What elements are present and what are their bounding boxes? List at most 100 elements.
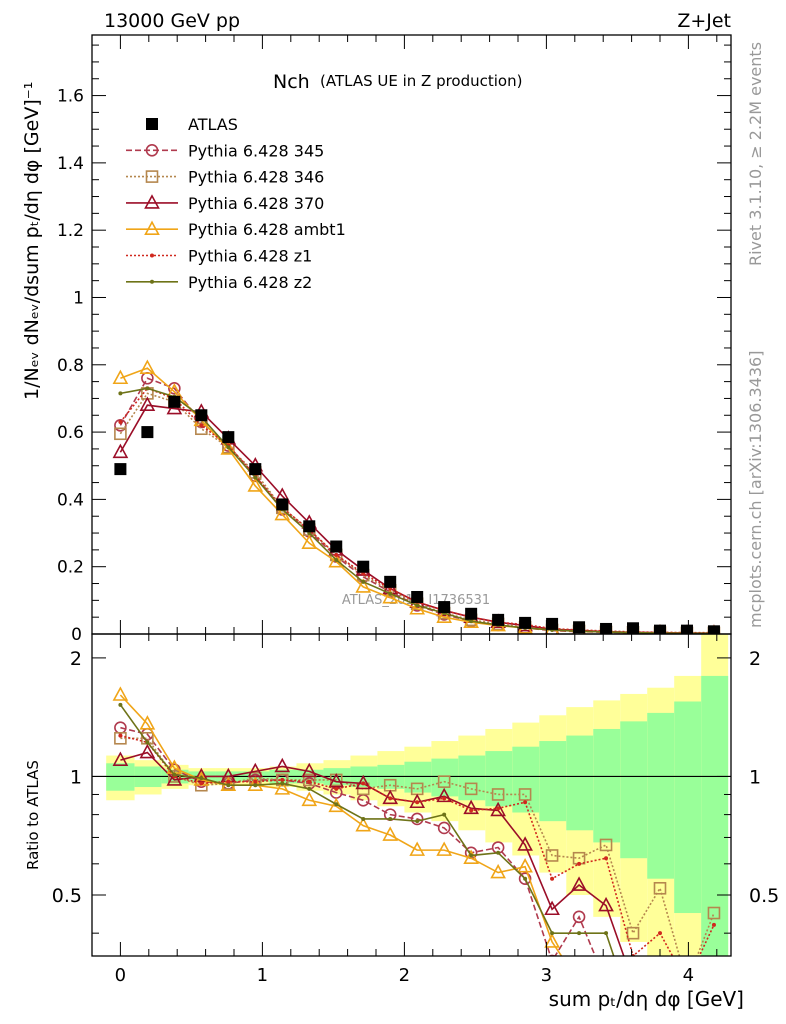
ratio-ytick-label-right: 2 — [749, 648, 761, 670]
ratio-point — [523, 876, 528, 881]
ratio-point — [361, 781, 366, 786]
ratio-point — [355, 774, 372, 790]
ratio-point — [437, 821, 451, 835]
ratio-point — [707, 975, 720, 987]
data-point — [600, 622, 613, 634]
xtick-label: 4 — [683, 965, 694, 986]
ratio-point — [226, 779, 231, 784]
data-point — [465, 607, 478, 620]
ratio-point — [361, 816, 366, 821]
data-point — [247, 477, 264, 492]
ratio-point — [382, 789, 399, 805]
main-subtitle: (ATLAS UE in Z production) — [320, 72, 522, 90]
ratio-point — [437, 775, 451, 788]
ratio-point — [577, 931, 582, 936]
ratio-ytick-label: 0.5 — [52, 885, 82, 907]
ratio-ylabel: Ratio to ATLAS — [24, 760, 42, 870]
data-point — [492, 613, 505, 626]
ratio-point — [550, 876, 555, 881]
ratio-point — [415, 800, 420, 805]
data-point — [334, 552, 339, 557]
legend-label: Pythia 6.428 z1 — [188, 247, 312, 266]
legend-marker — [145, 170, 159, 183]
ratio-point — [573, 975, 586, 987]
upper-ytick-label: 0.8 — [57, 356, 84, 376]
ratio-ytick-label: 1 — [70, 766, 82, 788]
ratio-point — [544, 900, 560, 916]
source-label: mcplots.cern.ch [arXiv:1306.3436] — [746, 351, 765, 628]
data-point — [409, 600, 426, 615]
ratio-point — [247, 762, 264, 778]
legend-item: Pythia 6.428 345 — [126, 141, 324, 160]
data-point — [276, 498, 289, 511]
legend-item: Pythia 6.428 z1 — [126, 247, 312, 266]
ratio-point — [517, 836, 533, 851]
upper-plot — [112, 359, 721, 634]
ratio-point — [571, 876, 587, 891]
legend-item: Pythia 6.428 346 — [126, 168, 324, 187]
xtick-label: 0 — [115, 965, 126, 986]
data-point — [627, 622, 640, 634]
ratio-point — [436, 841, 453, 856]
ratio-point — [410, 812, 424, 826]
ratio-point — [627, 975, 640, 987]
ratio-point — [523, 800, 528, 805]
data-point — [114, 427, 127, 441]
ratio-point — [490, 801, 506, 817]
ratio-point — [442, 796, 447, 801]
ratio-point — [199, 781, 204, 786]
data-point — [253, 475, 258, 480]
ratio-point — [145, 740, 150, 745]
axes: 0.2 0.4 0.6 0.8 1 1.2 1.4 1.6 0 1 2 3 4 0.5 0.5 1 1 2 2 — [52, 34, 779, 986]
data-point — [168, 382, 181, 395]
legend-marker — [145, 144, 159, 157]
ratio-point — [658, 931, 662, 936]
data-point — [707, 625, 720, 634]
ratio-point — [226, 783, 231, 788]
ratio-point — [464, 782, 478, 796]
ratio-point — [112, 751, 129, 766]
ratio-point — [301, 762, 318, 778]
ratio-point — [307, 786, 312, 791]
data-point — [546, 617, 559, 630]
series-line — [119, 387, 714, 634]
band-inner — [701, 675, 729, 956]
data-point — [139, 396, 156, 411]
data-point — [438, 601, 451, 614]
legend-item: Pythia 6.428 370 — [126, 194, 324, 213]
ratio-point — [118, 702, 123, 707]
data-point — [361, 579, 366, 584]
energy-label: 13000 GeV pp — [104, 10, 240, 32]
upper-ytick-label: 0.6 — [57, 423, 84, 443]
ratio-point — [463, 849, 479, 865]
ratio-point — [139, 715, 156, 730]
ratio-point — [302, 773, 316, 787]
data-point — [168, 395, 181, 408]
data-point — [436, 608, 453, 623]
legend-marker — [150, 253, 154, 258]
ratio-point — [550, 931, 555, 936]
legend-item: Pythia 6.428 z2 — [126, 273, 312, 292]
ratio-point — [274, 780, 291, 795]
xlabel: sum pₜ/dη dφ [GeV] — [549, 987, 744, 1011]
legend-item: Pythia 6.428 ambt1 — [126, 220, 346, 239]
ratio-point — [334, 802, 339, 807]
upper-ytick-label: 0.2 — [57, 558, 84, 578]
ratio-point — [409, 841, 426, 856]
data-point — [680, 624, 693, 634]
ratio-point — [544, 933, 560, 948]
data-point — [274, 505, 291, 521]
ratio-point — [711, 922, 716, 927]
data-point — [118, 419, 123, 424]
data-point — [301, 534, 318, 549]
ratio-point — [599, 838, 613, 852]
ratio-point — [328, 772, 345, 788]
ratio-point — [334, 786, 339, 791]
ratio-point — [469, 808, 474, 813]
ratio-point — [496, 806, 501, 811]
upper-ytick-zero: 0 — [71, 625, 82, 645]
upper-ytick-label: 1.2 — [57, 221, 84, 241]
ratio-point — [253, 783, 258, 788]
ratio-point — [518, 788, 532, 801]
ratio-point — [496, 850, 501, 855]
